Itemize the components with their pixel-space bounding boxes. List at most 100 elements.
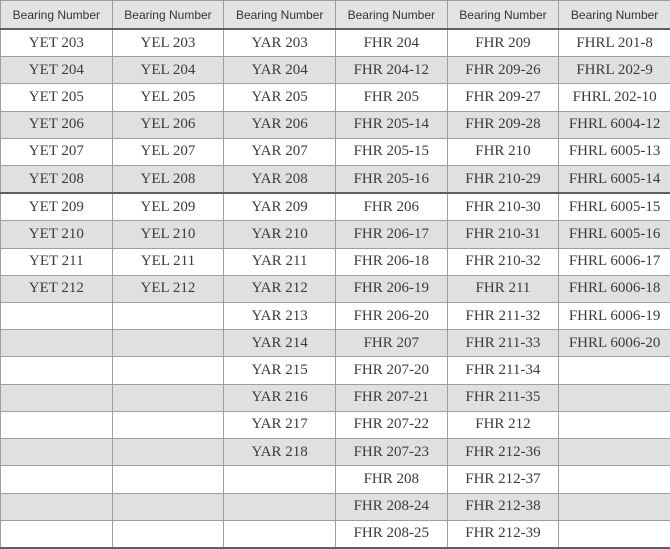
- table-cell: FHR 211: [446, 274, 560, 304]
- table-cell: [558, 383, 670, 412]
- table-cell: FHRL 6006-19: [558, 302, 670, 331]
- table-cell: FHR 207-21: [334, 383, 448, 412]
- table-cell: [111, 329, 225, 358]
- table-cell: YAR 205: [223, 83, 336, 112]
- table-cell: YAR 208: [223, 165, 336, 195]
- table-cell: [0, 302, 113, 331]
- table-cell: [111, 410, 225, 440]
- table-row: YET 206 YEL 206 YAR 206 FHR 205-14 FHR 209-2…: [0, 110, 670, 139]
- table-cell: FHR 204-12: [334, 56, 448, 85]
- table-cell: YET 210: [0, 220, 113, 249]
- table-cell: YAR 204: [223, 56, 336, 85]
- table-cell: [111, 465, 225, 494]
- table-cell: [223, 519, 336, 549]
- table-cell: YET 208: [0, 165, 113, 195]
- table-header-row: Bearing Number Bearing Number Bearing Numb…: [0, 0, 670, 30]
- table-cell: FHR 207-20: [334, 356, 448, 385]
- table-cell: FHRL 201-8: [558, 28, 670, 58]
- table-cell: FHR 206-20: [334, 302, 448, 331]
- table-cell: FHR 205-15: [334, 137, 448, 167]
- table-cell: FHR 210: [446, 137, 560, 167]
- table-cell: [223, 465, 336, 494]
- table-cell: FHR 211-35: [446, 383, 560, 412]
- column-header: Bearing Number: [111, 0, 225, 30]
- table-cell: YAR 218: [223, 438, 336, 467]
- column-header: Bearing Number: [0, 0, 113, 30]
- table-cell: FHR 211-33: [446, 329, 560, 358]
- table-cell: [0, 410, 113, 440]
- table-row: YAR 213 FHR 206-20 FHR 211-32 FHRL 6006-19: [0, 302, 670, 331]
- table-cell: [0, 383, 113, 412]
- table-cell: [111, 438, 225, 467]
- table-cell: YEL 204: [111, 56, 225, 85]
- table-cell: YAR 212: [223, 274, 336, 304]
- table-row: YAR 214 FHR 207 FHR 211-33 FHRL 6006-20: [0, 329, 670, 358]
- table-cell: FHRL 6004-12: [558, 110, 670, 139]
- table-cell: YAR 207: [223, 137, 336, 167]
- table-cell: YAR 213: [223, 302, 336, 331]
- table-cell: YEL 209: [111, 192, 225, 222]
- table-cell: FHR 209-27: [446, 83, 560, 112]
- table-cell: FHRL 202-9: [558, 56, 670, 85]
- table-cell: FHR 212: [446, 410, 560, 440]
- table-cell: FHR 206-18: [334, 247, 448, 276]
- table-cell: YAR 206: [223, 110, 336, 139]
- table-cell: [111, 383, 225, 412]
- table-cell: [558, 492, 670, 521]
- table-cell: [0, 329, 113, 358]
- table-cell: YEL 207: [111, 137, 225, 167]
- table-cell: YAR 214: [223, 329, 336, 358]
- table-cell: YEL 212: [111, 274, 225, 304]
- table-cell: FHR 212-38: [446, 492, 560, 521]
- table-cell: YAR 211: [223, 247, 336, 276]
- table-row: YAR 216 FHR 207-21 FHR 211-35: [0, 383, 670, 412]
- table-cell: [0, 519, 113, 549]
- table-cell: FHR 212-36: [446, 438, 560, 467]
- table-cell: FHR 210-29: [446, 165, 560, 195]
- table-cell: FHR 206-19: [334, 274, 448, 304]
- table-cell: FHR 212-37: [446, 465, 560, 494]
- table-cell: YAR 216: [223, 383, 336, 412]
- table-cell: FHR 211-34: [446, 356, 560, 385]
- table-cell: FHRL 6005-15: [558, 192, 670, 222]
- table-cell: YEL 206: [111, 110, 225, 139]
- table-cell: YET 204: [0, 56, 113, 85]
- table-cell: FHR 210-31: [446, 220, 560, 249]
- table-cell: FHR 205-16: [334, 165, 448, 195]
- table-cell: YET 212: [0, 274, 113, 304]
- table-cell: [0, 465, 113, 494]
- table-cell: FHR 210-30: [446, 192, 560, 222]
- table-row: YET 209 YEL 209 YAR 209 FHR 206 FHR 210-30 FH…: [0, 192, 670, 222]
- table-cell: FHR 208-25: [334, 519, 448, 549]
- table-row: YET 208 YEL 208 YAR 208 FHR 205-16 FHR 210-2…: [0, 165, 670, 195]
- table-cell: YEL 203: [111, 28, 225, 58]
- table-row: YAR 218 FHR 207-23 FHR 212-36: [0, 438, 670, 467]
- column-header: Bearing Number: [558, 0, 670, 30]
- table-cell: [111, 492, 225, 521]
- table-cell: [0, 492, 113, 521]
- table-cell: FHR 205-14: [334, 110, 448, 139]
- table-cell: [0, 438, 113, 467]
- table-cell: FHR 206: [334, 192, 448, 222]
- table-cell: YAR 215: [223, 356, 336, 385]
- table-cell: YEL 205: [111, 83, 225, 112]
- table-row: YET 211 YEL 211 YAR 211 FHR 206-18 FHR 210-3…: [0, 247, 670, 276]
- table-cell: FHR 209-28: [446, 110, 560, 139]
- table-cell: YAR 209: [223, 192, 336, 222]
- table-cell: YET 205: [0, 83, 113, 112]
- table-cell: FHR 207: [334, 329, 448, 358]
- table-cell: FHRL 6005-16: [558, 220, 670, 249]
- table-cell: FHR 207-23: [334, 438, 448, 467]
- table-cell: [558, 465, 670, 494]
- table-cell: FHRL 6006-17: [558, 247, 670, 276]
- table-cell: YAR 203: [223, 28, 336, 58]
- table-cell: YEL 210: [111, 220, 225, 249]
- table-row: YAR 215 FHR 207-20 FHR 211-34: [0, 356, 670, 385]
- table-cell: FHR 206-17: [334, 220, 448, 249]
- table-cell: FHR 209: [446, 28, 560, 58]
- table-cell: FHRL 202-10: [558, 83, 670, 112]
- table-cell: FHR 205: [334, 83, 448, 112]
- table-cell: YAR 210: [223, 220, 336, 249]
- table-cell: [111, 519, 225, 549]
